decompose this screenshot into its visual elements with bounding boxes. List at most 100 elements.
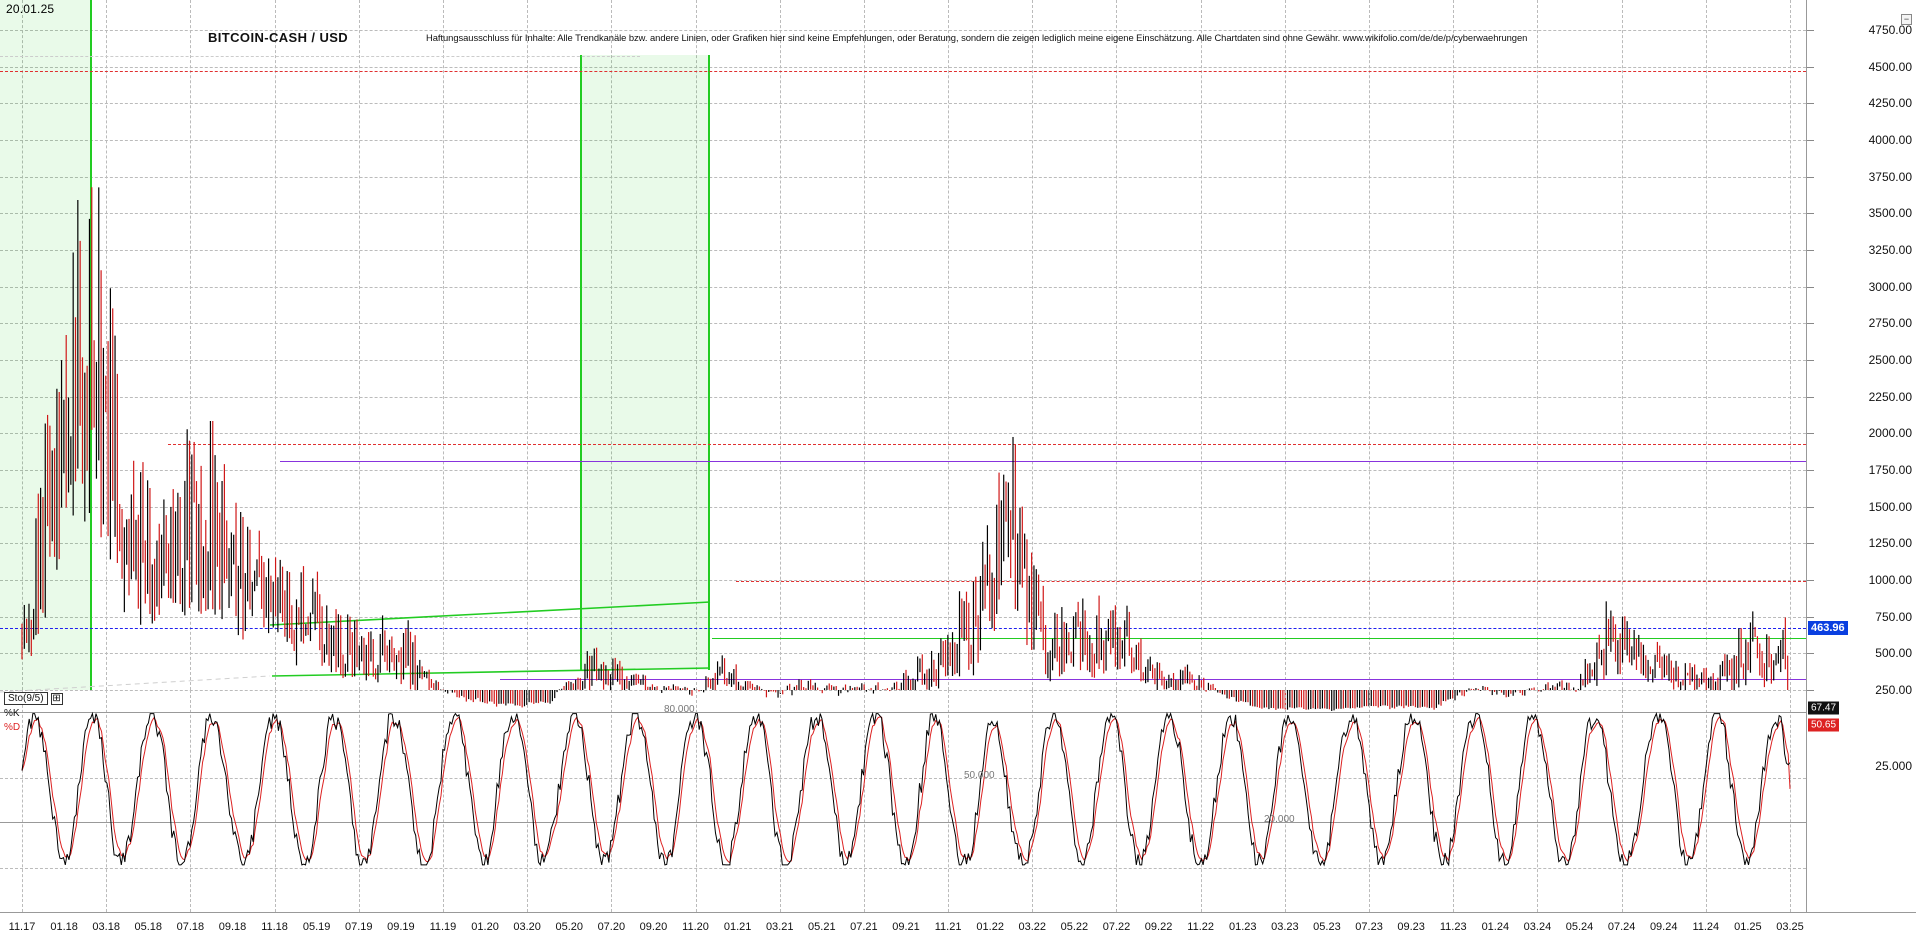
current-price-line [0, 628, 1806, 629]
time-axis[interactable]: 11.17 01.18 03.18 05.18 07.18 09.18 11.18 05.19… [0, 912, 1916, 948]
time-axis-label: 01.22 [976, 921, 1004, 933]
gridline-horizontal [0, 396, 1806, 398]
price-axis-tick [1807, 653, 1814, 655]
gridline-vertical [1284, 690, 1286, 912]
resistance-line-low [736, 581, 1806, 582]
gridline-vertical [863, 0, 865, 690]
gridline-vertical [442, 0, 444, 690]
price-axis-tick [1807, 140, 1814, 141]
indicator-header[interactable]: Sto(9/5) ⊞ [4, 692, 63, 705]
time-axis-label: 07.21 [850, 921, 878, 933]
price-axis-tick [1807, 176, 1814, 178]
price-axis-label: 3000.00 [1868, 279, 1912, 294]
indicator-expand-icon[interactable]: ⊞ [50, 692, 63, 705]
time-axis-label: 09.21 [892, 921, 920, 933]
price-chart-pane[interactable] [0, 0, 1806, 711]
gridline-vertical [1453, 690, 1455, 912]
gridline-vertical [863, 690, 865, 912]
indicator-k-value: 67.47 [1808, 701, 1840, 715]
level-80-label: 80.000 [664, 704, 695, 715]
price-axis-tick [1807, 66, 1814, 68]
level-20-label: 20.000 [1264, 814, 1295, 825]
time-axis-label: 09.19 [387, 921, 415, 933]
price-axis[interactable]: − 4750.00 4500.00 4250.00 4000.00 3750.00 350… [1806, 0, 1916, 912]
level-20-line [0, 822, 1806, 823]
gridline-vertical [1284, 0, 1286, 690]
price-axis-tick [1807, 213, 1814, 215]
gridline-vertical [948, 690, 950, 912]
green-support-line [712, 638, 1806, 639]
stochastic-pane[interactable]: 80.000 50.000 20.000 Sto(9/5) ⊞ %K %D [0, 690, 1806, 912]
level-50-label: 50.000 [964, 770, 995, 781]
price-axis-tick [1807, 506, 1814, 508]
gridline-vertical [1790, 0, 1791, 690]
time-axis-label: 09.23 [1397, 921, 1425, 933]
price-axis-tick [1807, 250, 1814, 251]
gridline-vertical [1032, 690, 1034, 912]
time-axis-label: 11.18 [261, 921, 288, 933]
gridline-vertical [1369, 690, 1371, 912]
gridline-horizontal [0, 103, 1806, 105]
time-axis-label: 09.18 [218, 921, 247, 933]
price-axis-label: 500.00 [1875, 646, 1912, 661]
gridline-vertical [190, 0, 192, 690]
gridline-vertical [527, 690, 529, 912]
indicator-d-value: 50.65 [1808, 718, 1840, 732]
gridline-vertical [442, 690, 444, 912]
indicator-axis-label: 25.000 [1875, 759, 1912, 773]
price-axis-label: 2000.00 [1868, 426, 1912, 441]
price-axis-tick [1807, 103, 1814, 105]
time-axis-label: 05.21 [808, 921, 836, 933]
time-axis-label: 03.25 [1776, 921, 1804, 933]
gridline-vertical [106, 0, 108, 690]
time-axis-label: 11.19 [429, 921, 457, 933]
gridline-vertical [22, 690, 23, 912]
gridline-horizontal [0, 653, 1806, 655]
price-axis-label: 3500.00 [1868, 206, 1912, 221]
gridline-vertical [106, 690, 108, 912]
gridline-horizontal [0, 580, 1806, 581]
time-axis-label: 07.19 [344, 921, 373, 933]
price-axis-label: 4250.00 [1868, 96, 1912, 111]
time-axis-label: 01.23 [1228, 921, 1257, 933]
highlight-zone-1 [0, 0, 92, 690]
price-axis-label: 2250.00 [1868, 389, 1912, 404]
gridline-horizontal [0, 470, 1806, 471]
gridline-vertical [1790, 690, 1791, 912]
time-axis-label: 03.24 [1523, 921, 1552, 933]
time-axis-label: 11.23 [1439, 921, 1467, 933]
page-title: BITCOIN-CASH / USD [208, 30, 349, 45]
gridline-vertical [274, 0, 276, 690]
gridline-vertical [1116, 690, 1118, 912]
gridline-horizontal [0, 30, 1806, 31]
time-axis-label: 03.20 [513, 921, 541, 933]
axis-collapse-button[interactable]: − [1901, 14, 1912, 25]
time-axis-label: 11.22 [1187, 921, 1215, 933]
purple-line-lower [500, 679, 1806, 680]
gridline-horizontal [0, 433, 1806, 435]
indicator-name[interactable]: Sto(9/5) [4, 692, 48, 705]
gridline-vertical [1537, 0, 1539, 690]
gridline-horizontal [0, 213, 1806, 215]
time-axis-label: 09.20 [639, 921, 668, 933]
level-50-line [0, 778, 1806, 779]
gridline-horizontal [0, 690, 1806, 691]
time-axis-label: 03.23 [1271, 921, 1299, 933]
time-axis-label: 03.21 [765, 921, 794, 933]
date-stamp: 20.01.25 [6, 2, 55, 16]
price-axis-label: 750.00 [1875, 609, 1912, 624]
gridline-vertical [1453, 0, 1455, 690]
price-axis-label: 2750.00 [1868, 316, 1912, 331]
price-axis-tick [1807, 323, 1814, 325]
time-axis-label: 11.17 [8, 921, 36, 933]
highlight-zone-2 [580, 55, 710, 670]
aux-gray-line-top [0, 56, 640, 57]
price-axis-tick [1807, 30, 1814, 31]
gridline-vertical [611, 690, 613, 912]
indicator-d-label: %D [4, 722, 21, 733]
gridline-vertical [1369, 0, 1371, 690]
level-0-line [0, 868, 1806, 869]
gridline-vertical [948, 0, 950, 690]
price-axis-label: 1750.00 [1868, 463, 1912, 477]
